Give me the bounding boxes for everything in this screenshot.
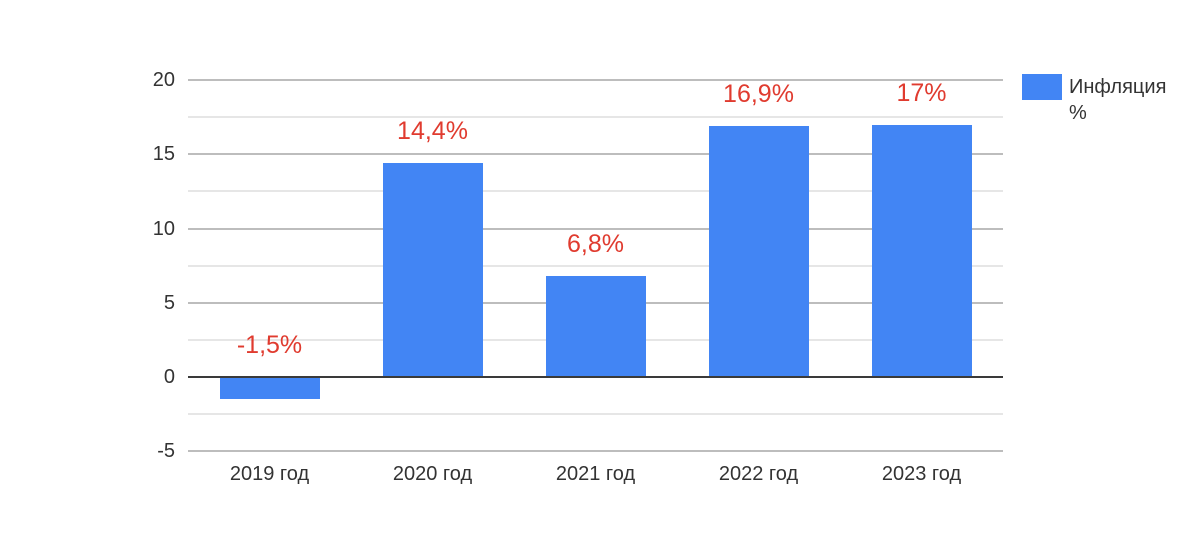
bar[interactable]: [708, 126, 809, 377]
bar-value-label: 6,8%: [567, 230, 624, 259]
x-tick-label: 2020 год: [392, 463, 473, 485]
zero-baseline: [188, 376, 1003, 378]
y-tick-label: 20: [152, 69, 175, 91]
bar-value-label: 17%: [896, 78, 947, 107]
y-tick-label: 10: [152, 217, 175, 240]
x-tick-label: 2022 год: [718, 463, 799, 485]
gridline-minor: [188, 190, 1003, 193]
gridline-major: [188, 227, 1003, 230]
y-tick-label: 5: [163, 291, 175, 314]
bar[interactable]: [871, 124, 972, 377]
legend-label: Инфляция %: [1069, 76, 1167, 124]
bar[interactable]: [219, 377, 320, 400]
gridline-major: [188, 450, 1003, 453]
gridline-major: [188, 153, 1003, 156]
gridline-major: [188, 79, 1003, 81]
y-tick-label: 15: [152, 143, 175, 166]
x-tick-label: 2023 год: [881, 463, 962, 485]
bar-value-label: 16,9%: [723, 80, 794, 109]
gridline-minor: [188, 413, 1003, 416]
x-tick-label: 2021 год: [555, 463, 636, 485]
bar-value-label: 14,4%: [397, 117, 468, 146]
y-tick-label: 0: [163, 366, 175, 388]
y-tick-label: -5: [157, 440, 175, 463]
gridline-minor: [188, 116, 1003, 119]
legend[interactable]: Инфляция %: [1022, 74, 1175, 126]
bar[interactable]: [382, 163, 483, 377]
legend-swatch: [1022, 74, 1062, 100]
x-tick-label: 2019 год: [229, 463, 310, 485]
gridline-minor: [188, 264, 1003, 267]
bar-value-label: -1,5%: [236, 331, 303, 359]
bar[interactable]: [545, 276, 646, 377]
